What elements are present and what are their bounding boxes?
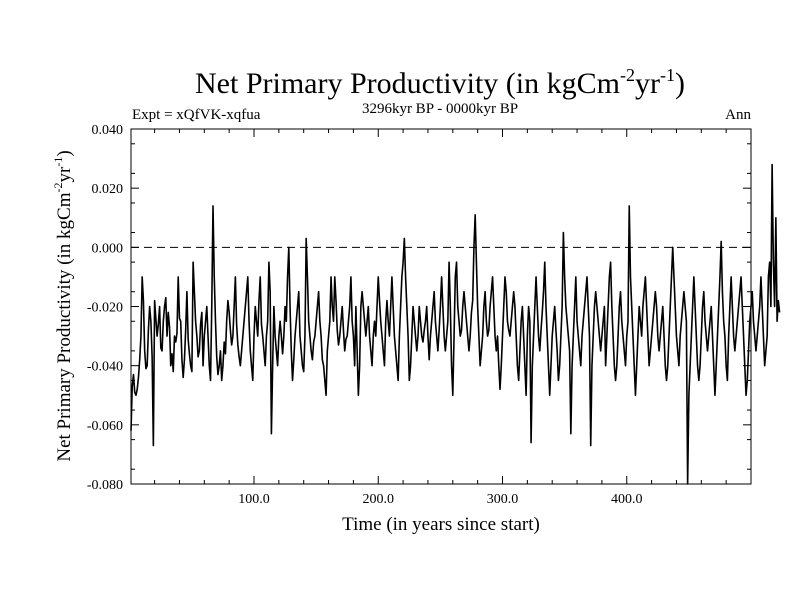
tick-labels-layer: 0.040 0.020 0.000 -0.020 -0.040 -0.060 -0.080 1…	[87, 123, 643, 507]
x-tick-label: 100.0	[238, 492, 270, 507]
y-tick-label: 0.020	[92, 182, 124, 197]
x-tick-label: 300.0	[487, 492, 519, 507]
y-tick-label: -0.080	[87, 478, 123, 493]
y-tick-label: -0.020	[87, 301, 123, 316]
chart-title-exp1: -2	[620, 65, 635, 85]
subtitle-center: 3296kyr BP - 0000kyr BP	[362, 101, 518, 117]
y-tick-label: 0.040	[92, 123, 124, 138]
subtitle-left: Expt = xQfVK-xqfua	[132, 107, 261, 123]
y-axis-label: Net Primary Productivity (in kgCm-2yr-1)	[51, 150, 75, 461]
chart-title-mid: yr	[635, 67, 660, 100]
series-line	[130, 163, 781, 485]
subtitle-right: Ann	[725, 107, 751, 123]
chart-title-main: Net Primary Productivity (in kgCm	[195, 67, 620, 100]
x-tick-label: 200.0	[363, 492, 395, 507]
y-axis-label-main: Net Primary Productivity (in kgCm	[54, 192, 75, 461]
y-tick-label: -0.040	[87, 360, 123, 375]
y-axis-label-mid: yr	[54, 166, 75, 183]
y-axis-label-exp2: -1	[51, 157, 65, 167]
y-tick-label: -0.060	[87, 419, 123, 434]
y-axis-label-end: )	[54, 150, 75, 156]
ticks-layer	[131, 128, 751, 485]
chart-title: Net Primary Productivity (in kgCm-2yr-1)	[195, 65, 685, 100]
y-tick-label: 0.000	[92, 241, 124, 256]
x-axis-label: Time (in years since start)	[342, 514, 540, 535]
chart-title-end: )	[675, 67, 685, 100]
chart-title-exp2: -1	[660, 65, 675, 85]
x-tick-label: 400.0	[611, 492, 643, 507]
y-axis-label-exp1: -2	[51, 183, 65, 193]
